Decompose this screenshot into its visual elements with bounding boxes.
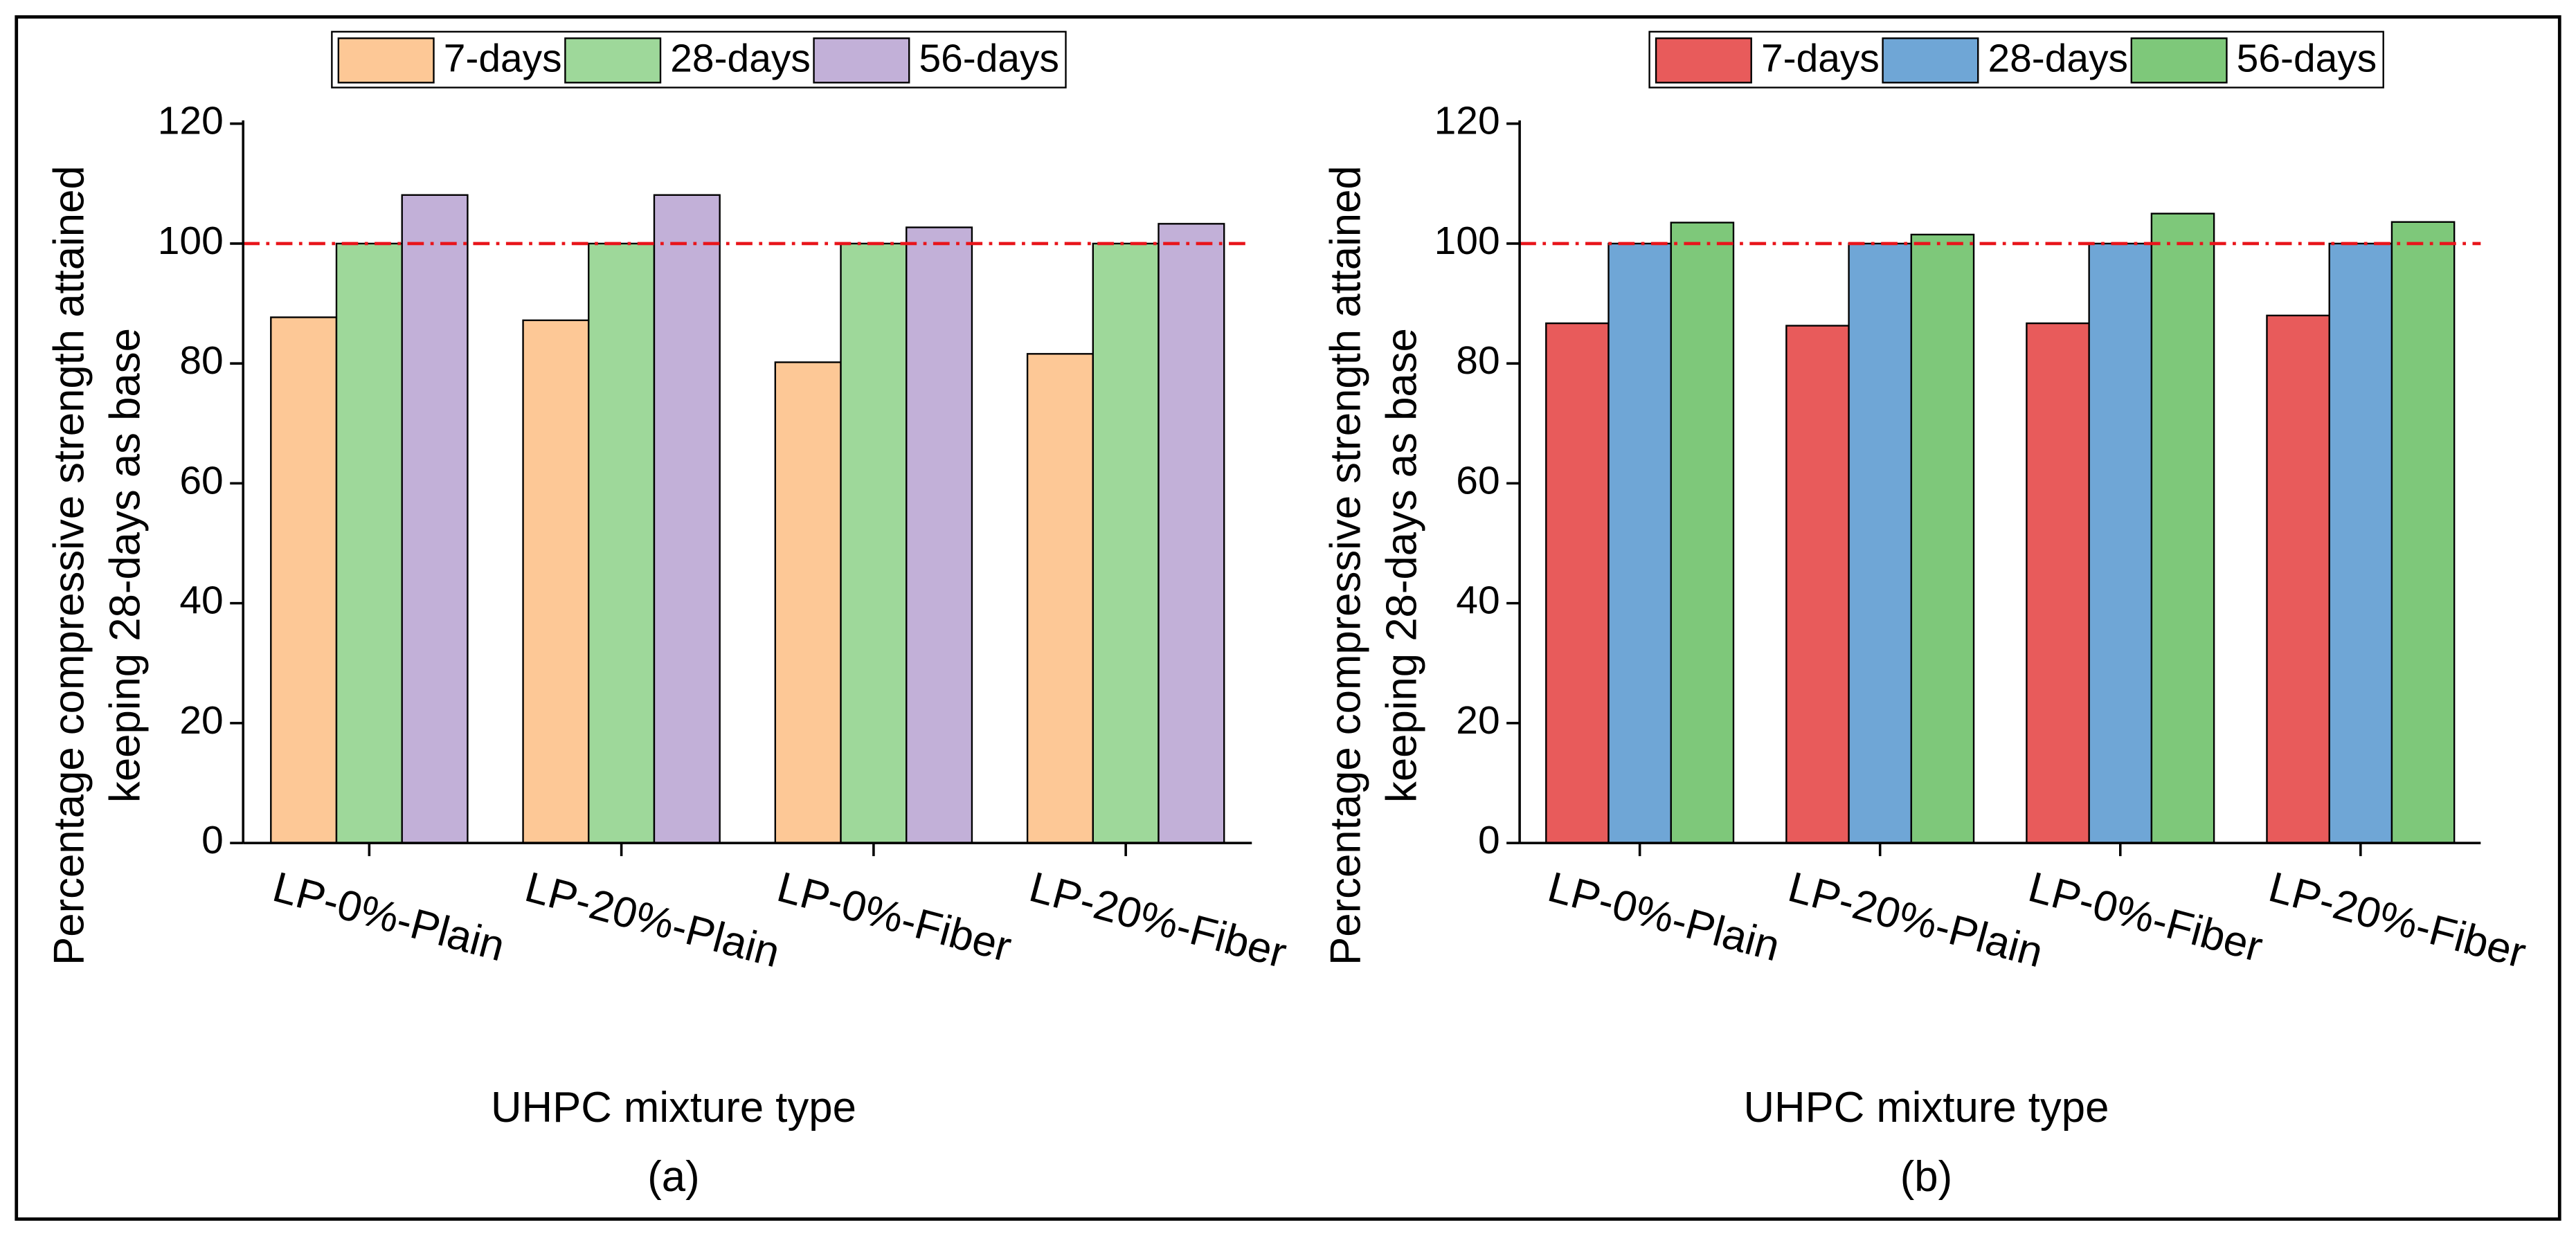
y-tick-label: 100 (158, 219, 224, 263)
legend-swatch (813, 37, 910, 84)
bar (2026, 322, 2090, 844)
legend-swatch (1655, 37, 1752, 84)
bar (840, 242, 908, 844)
bar (335, 242, 403, 844)
x-axis-title: UHPC mixture type (491, 1084, 856, 1132)
bar (2150, 212, 2215, 844)
bar (1785, 325, 1850, 844)
legend: 7-days 28-days 56-days (331, 30, 1067, 89)
bar (401, 194, 469, 844)
bar (1026, 353, 1094, 844)
bar (1910, 233, 1975, 844)
x-tick-label: LP-0%-Fiber (773, 863, 1016, 971)
y-axis-title: Percentage compressive strength attained (1322, 165, 1370, 965)
y-tick-label: 120 (1434, 99, 1500, 143)
bar (1092, 242, 1160, 844)
y-tick-label: 0 (1478, 818, 1500, 862)
y-axis-title: Percentage compressive strength attained (46, 165, 93, 965)
bar (2390, 221, 2456, 844)
x-tick-label: LP-20%-Fiber (1025, 863, 1291, 977)
legend-label: 7-days (1761, 37, 1880, 81)
y-tick-label: 100 (1434, 219, 1500, 263)
x-tick-label: LP-0%-Fiber (2024, 863, 2267, 971)
bar (270, 316, 338, 844)
legend-frame (331, 30, 1067, 89)
y-tick-label: 40 (179, 579, 223, 623)
legend-swatch (1882, 37, 1979, 84)
y-tick-label: 80 (1456, 338, 1499, 383)
bar (522, 319, 590, 844)
y-tick-label: 80 (179, 338, 223, 383)
x-tick-label: LP-20%-Fiber (2264, 863, 2530, 977)
figure-border (15, 15, 2561, 1221)
bar (1545, 322, 1610, 844)
y-tick-label: 0 (201, 818, 224, 862)
legend-label: 7-days (444, 37, 562, 81)
y-tick-label: 20 (1456, 698, 1499, 743)
legend: 7-days 28-days 56-days (1648, 30, 2384, 89)
y-tick-label: 60 (179, 458, 223, 502)
legend-frame (1648, 30, 2384, 89)
panel-label: (b) (1900, 1153, 1952, 1201)
y-tick-label: 40 (1456, 579, 1499, 623)
bar (1670, 221, 1735, 844)
legend-label: 28-days (670, 37, 811, 81)
panel-label: (a) (647, 1153, 699, 1201)
bar (1848, 242, 1913, 844)
x-tick-label: LP-20%-Plain (1783, 863, 2048, 976)
bar (1158, 223, 1225, 844)
y-axis-title: keeping 28-days as base (1378, 328, 1425, 803)
legend-label: 28-days (1988, 37, 2128, 81)
bar (1607, 242, 1672, 844)
bar (2328, 242, 2393, 844)
bar (774, 361, 842, 844)
bar (2266, 314, 2330, 844)
legend-label: 56-days (2237, 37, 2377, 81)
bar (588, 242, 656, 844)
bar (653, 194, 721, 844)
y-axis-title: keeping 28-days as base (101, 328, 149, 803)
legend-label: 56-days (919, 37, 1059, 81)
x-tick-label: LP-0%-Plain (268, 863, 510, 970)
y-tick-label: 120 (158, 99, 224, 143)
legend-swatch (2130, 37, 2228, 84)
y-tick-label: 60 (1456, 458, 1499, 502)
y-tick-label: 20 (179, 698, 223, 743)
x-tick-label: LP-20%-Plain (520, 863, 784, 976)
x-axis-title: UHPC mixture type (1743, 1084, 2109, 1132)
legend-swatch (564, 37, 662, 84)
legend-swatch (337, 37, 435, 84)
x-tick-label: LP-0%-Plain (1543, 863, 1785, 970)
bar (906, 226, 973, 844)
bar (2088, 242, 2153, 844)
